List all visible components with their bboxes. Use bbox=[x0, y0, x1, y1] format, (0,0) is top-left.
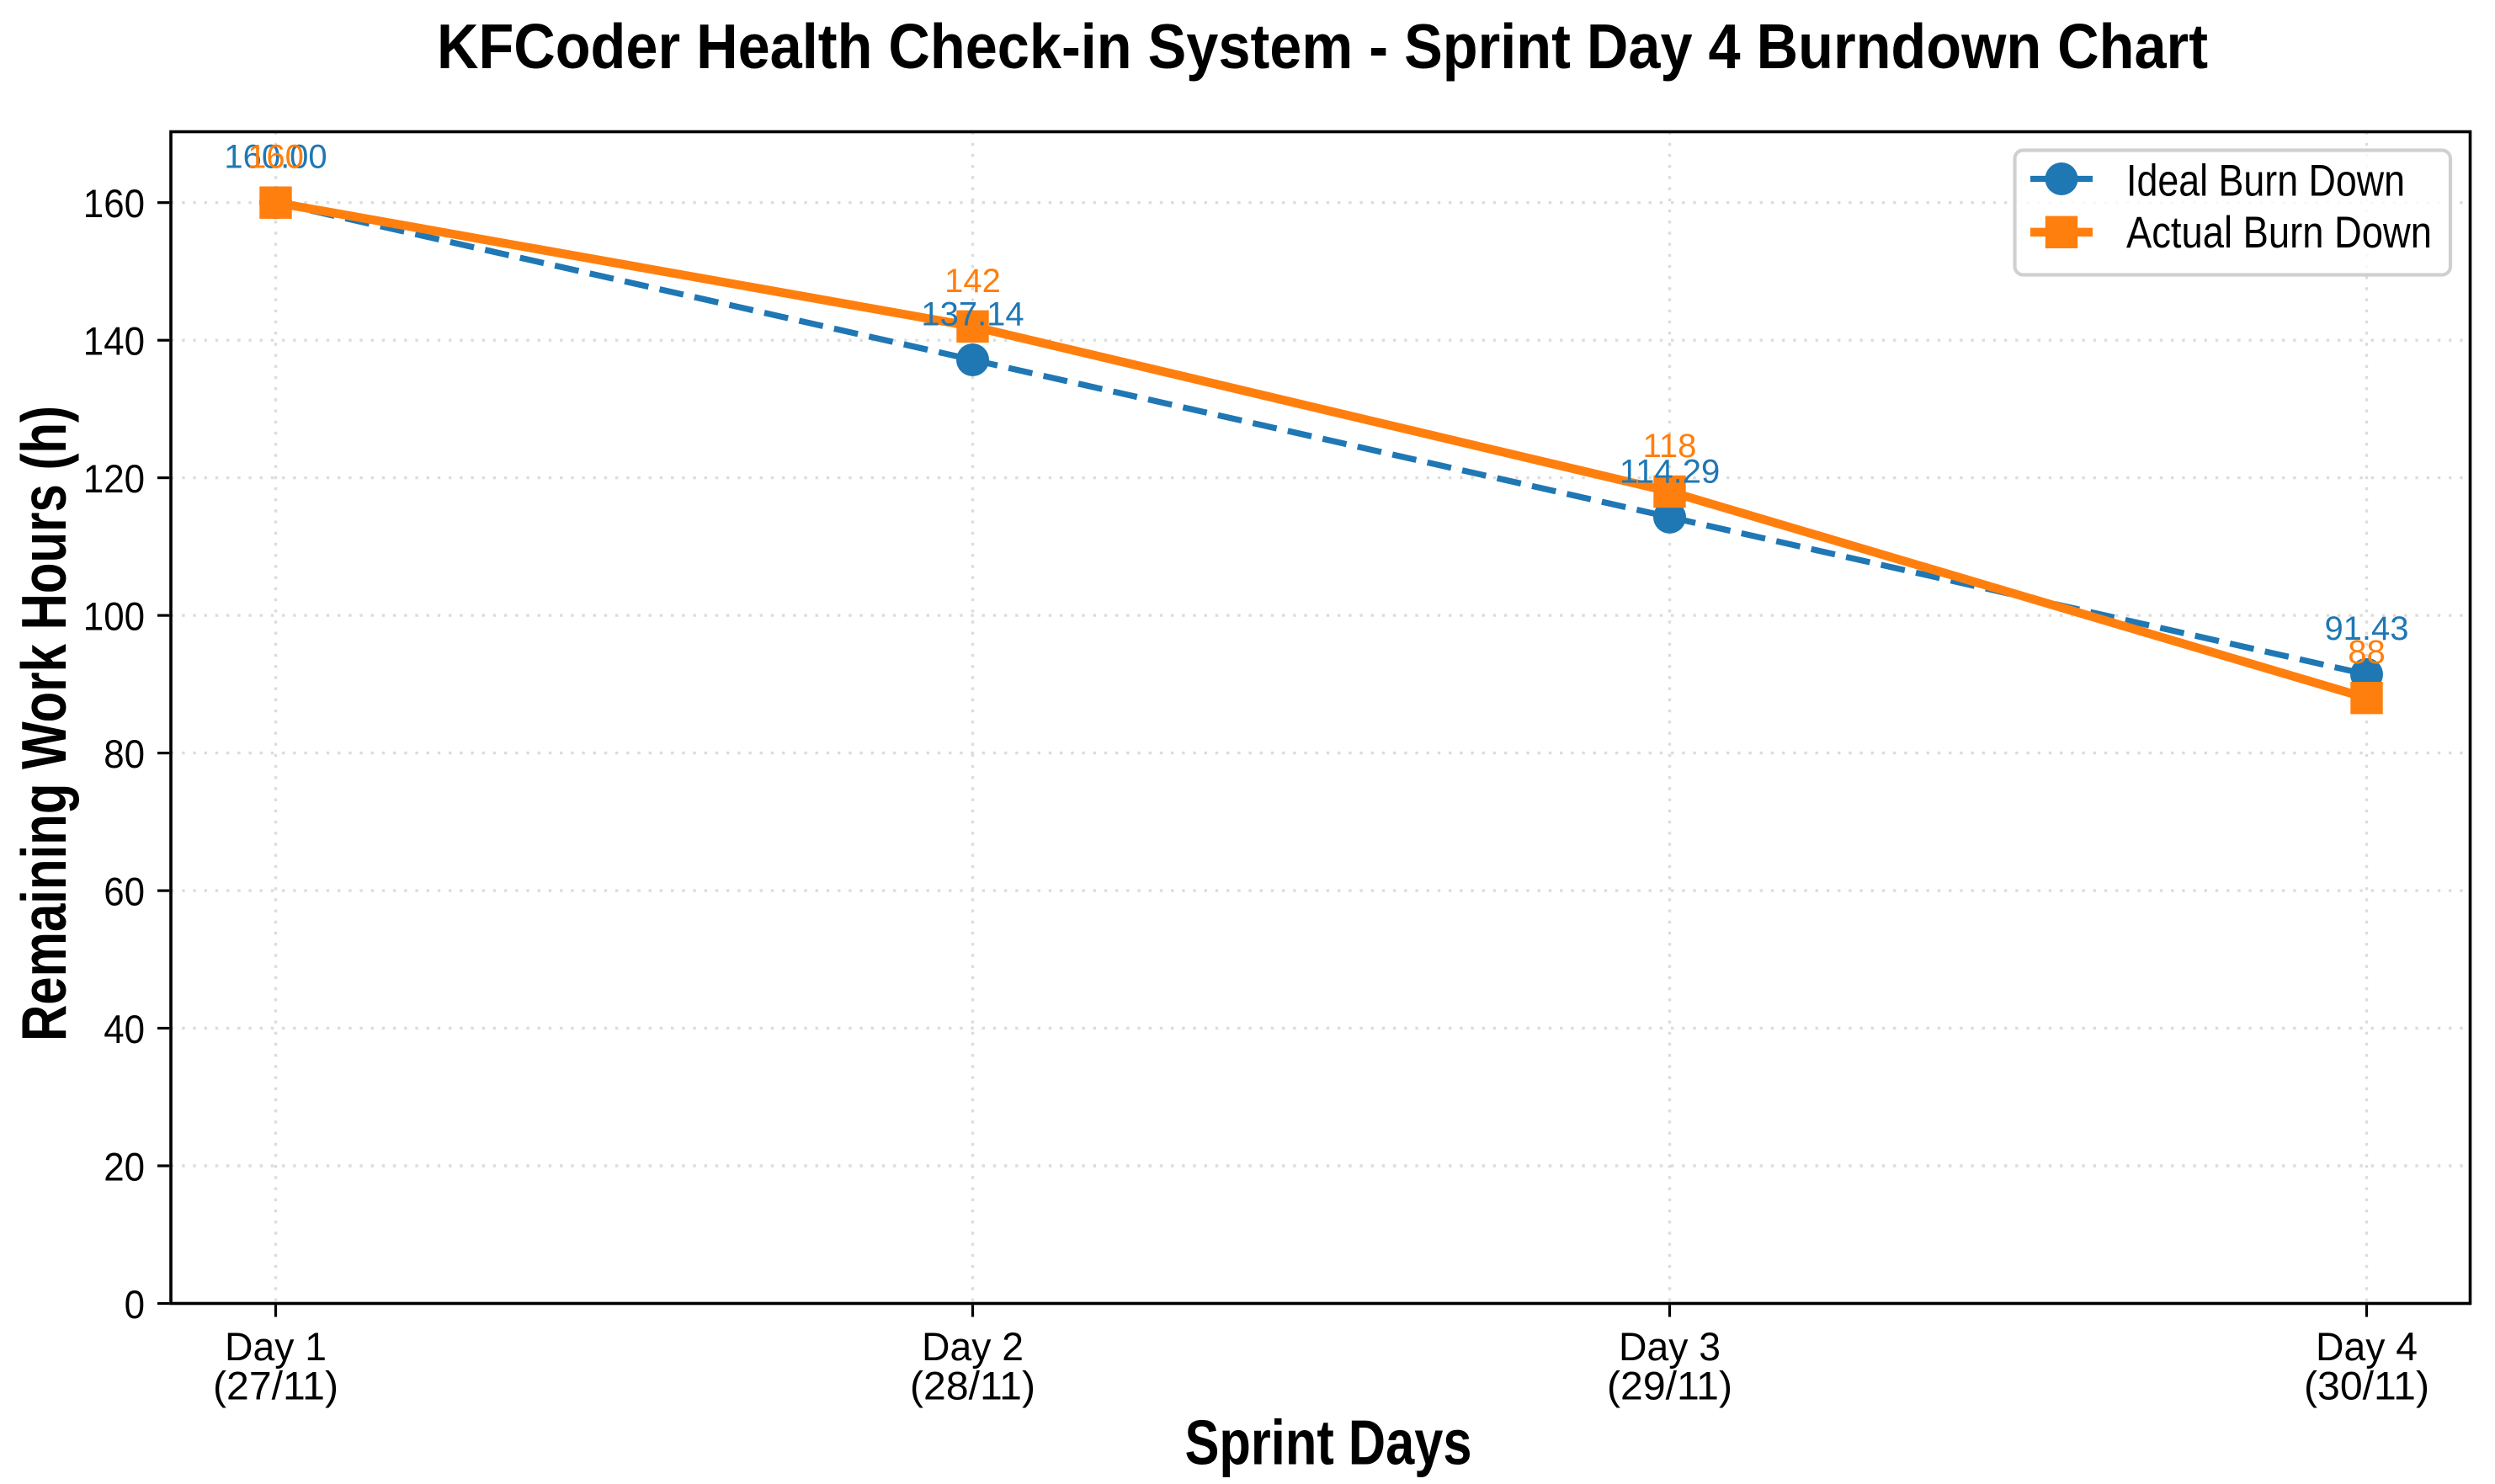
svg-text:80: 80 bbox=[104, 732, 145, 777]
svg-text:140: 140 bbox=[83, 320, 145, 364]
svg-text:Day 3: Day 3 bbox=[1619, 1325, 1721, 1370]
svg-text:137.14: 137.14 bbox=[921, 296, 1024, 333]
svg-text:60: 60 bbox=[104, 870, 145, 915]
svg-text:114.29: 114.29 bbox=[1620, 453, 1720, 490]
svg-text:Remaining Work Hours (h): Remaining Work Hours (h) bbox=[8, 406, 79, 1041]
svg-text:20: 20 bbox=[104, 1146, 145, 1190]
svg-text:Ideal Burn Down: Ideal Burn Down bbox=[2126, 156, 2405, 205]
svg-text:Sprint Days: Sprint Days bbox=[1185, 1407, 1472, 1478]
svg-text:100: 100 bbox=[83, 595, 145, 640]
svg-text:160.00: 160.00 bbox=[224, 139, 327, 176]
svg-text:118: 118 bbox=[1643, 428, 1697, 465]
svg-text:(27/11): (27/11) bbox=[213, 1364, 338, 1409]
svg-text:KFCoder Health Check-in System: KFCoder Health Check-in System - Sprint … bbox=[437, 11, 2208, 82]
svg-text:40: 40 bbox=[104, 1008, 145, 1052]
svg-text:91.43: 91.43 bbox=[2324, 610, 2408, 647]
svg-text:160: 160 bbox=[247, 139, 304, 176]
svg-text:Actual Burn Down: Actual Burn Down bbox=[2126, 208, 2432, 258]
svg-text:(28/11): (28/11) bbox=[910, 1364, 1035, 1409]
svg-text:Day 4: Day 4 bbox=[2316, 1325, 2418, 1370]
svg-text:0: 0 bbox=[125, 1283, 145, 1327]
svg-text:Day 2: Day 2 bbox=[922, 1325, 1024, 1370]
svg-text:Day 1: Day 1 bbox=[225, 1325, 327, 1370]
svg-text:88: 88 bbox=[2348, 634, 2386, 671]
svg-text:160: 160 bbox=[83, 182, 145, 226]
svg-text:142: 142 bbox=[944, 263, 1001, 300]
svg-text:(29/11): (29/11) bbox=[1607, 1364, 1732, 1409]
svg-text:120: 120 bbox=[83, 457, 145, 502]
svg-text:(30/11): (30/11) bbox=[2304, 1364, 2429, 1409]
